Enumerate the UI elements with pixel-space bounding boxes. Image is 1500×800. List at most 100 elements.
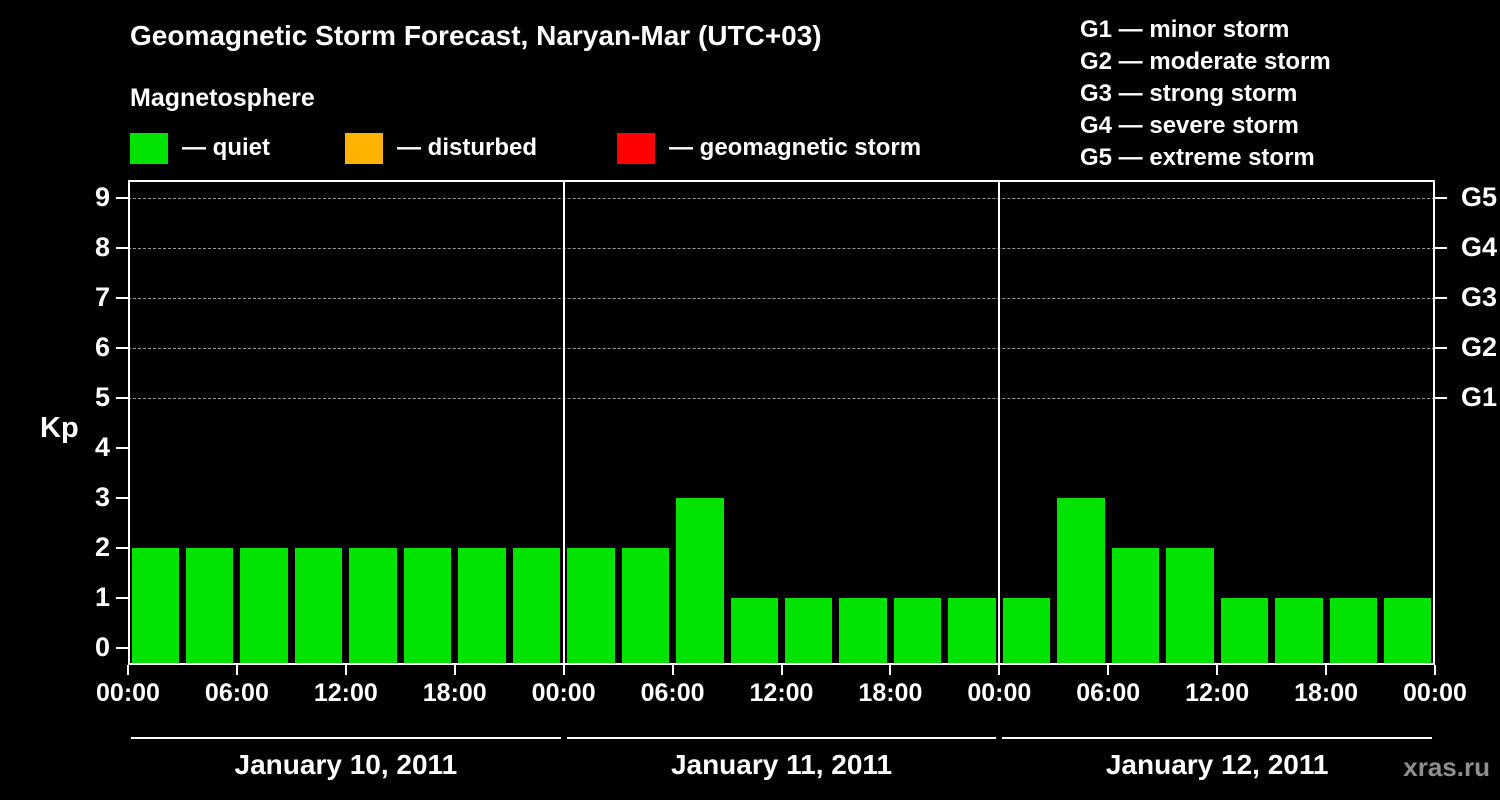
- chart-subtitle: Magnetosphere: [130, 84, 315, 112]
- y-tick-label-7: 7: [94, 282, 110, 312]
- x-tick: [235, 665, 238, 675]
- y-tick-3: [116, 497, 128, 499]
- x-tick-label: 00:00: [967, 679, 1032, 707]
- x-tick-label: 18:00: [858, 679, 923, 707]
- y-tick-4: [116, 447, 128, 449]
- kp-bar: [893, 598, 942, 665]
- gridline-kp7: [128, 297, 1435, 299]
- kp-legend: — quiet — disturbed — geomagnetic storm: [130, 130, 1080, 168]
- x-tick-label: 06:00: [1076, 679, 1141, 707]
- y-tick-label-2: 2: [94, 532, 110, 562]
- kp-bar: [403, 548, 452, 665]
- kp-bar: [1002, 598, 1051, 665]
- kp-bar: [567, 548, 615, 665]
- legend-label-quiet: — quiet: [182, 134, 270, 161]
- kp-bar: [1111, 548, 1160, 665]
- kp-bar: [621, 548, 670, 665]
- date-bracket: [131, 737, 561, 739]
- x-tick-label: 12:00: [313, 679, 378, 707]
- date-bracket: [1002, 737, 1432, 739]
- legend-label-storm: — geomagnetic storm: [669, 134, 922, 161]
- x-tick-label: 06:00: [204, 679, 269, 707]
- g-tick-G3: [1435, 297, 1447, 299]
- kp-bar: [785, 598, 833, 665]
- x-tick: [344, 665, 347, 675]
- x-tick-label: 18:00: [1294, 679, 1359, 707]
- date-bracket: [566, 737, 997, 739]
- day-separator: [562, 180, 565, 665]
- y-tick-2: [116, 547, 128, 549]
- x-tick-label: 00:00: [1403, 679, 1467, 707]
- x-tick: [1107, 665, 1110, 675]
- g-tick-label-G1: G1: [1461, 382, 1498, 412]
- g-tick-G4: [1435, 247, 1447, 249]
- x-tick-label: 12:00: [1185, 679, 1250, 707]
- kp-bar: [349, 548, 397, 665]
- y-tick-label-0: 0: [94, 632, 110, 662]
- x-tick: [889, 665, 892, 675]
- g-tick-label-G2: G2: [1461, 332, 1498, 362]
- y-tick-label-8: 8: [94, 232, 110, 262]
- y-tick-6: [116, 347, 128, 349]
- x-tick-label: 00:00: [531, 679, 596, 707]
- g-tick-label-G3: G3: [1461, 282, 1498, 312]
- x-tick: [780, 665, 783, 675]
- g-tick-G5: [1435, 197, 1447, 199]
- y-axis-label: Kp: [40, 412, 79, 444]
- date-label: January 12, 2011: [1105, 749, 1329, 780]
- x-tick: [453, 665, 456, 675]
- kp-bar: [839, 598, 887, 665]
- x-tick: [1325, 665, 1328, 675]
- kp-bar: [676, 498, 724, 665]
- legend-swatch-quiet: [130, 132, 168, 164]
- kp-bar: [240, 548, 288, 665]
- y-tick-9: [116, 197, 128, 199]
- x-tick: [998, 665, 1001, 675]
- y-tick-1: [116, 597, 128, 599]
- x-tick: [1434, 665, 1436, 675]
- axis-top: [128, 180, 1435, 182]
- y-tick-7: [116, 297, 128, 299]
- gridline-kp8: [128, 247, 1435, 249]
- kp-bar: [185, 548, 234, 665]
- kp-bar: [948, 598, 996, 665]
- storm-scale-line-5: G5 — extreme storm: [1080, 144, 1315, 171]
- storm-scale-line-4: G4 — severe storm: [1080, 112, 1299, 139]
- legend-label-disturbed: — disturbed: [397, 134, 538, 161]
- g-tick-label-G5: G5: [1461, 182, 1498, 212]
- kp-bar: [294, 548, 343, 665]
- axis-bottom: [128, 663, 1435, 665]
- x-tick-label: 12:00: [749, 679, 814, 707]
- kp-bar: [730, 598, 778, 665]
- y-tick-8: [116, 247, 128, 249]
- x-tick-label: 00:00: [96, 679, 160, 707]
- storm-scale-line-1: G1 — minor storm: [1080, 16, 1290, 43]
- y-tick-label-1: 1: [94, 582, 110, 612]
- legend-swatch-storm: [617, 132, 655, 164]
- date-label: January 11, 2011: [670, 749, 893, 780]
- axis-right: [1433, 180, 1435, 665]
- x-tick: [127, 665, 129, 675]
- y-tick-5: [116, 397, 128, 399]
- g-tick-label-G4: G4: [1461, 232, 1498, 262]
- kp-bar: [131, 548, 179, 665]
- gridline-kp6: [128, 347, 1435, 349]
- x-tick: [671, 665, 674, 675]
- legend-item-disturbed: — disturbed: [345, 130, 537, 166]
- storm-scale-line-3: G3 — strong storm: [1080, 80, 1298, 107]
- x-tick-label: 06:00: [640, 679, 705, 707]
- y-tick-label-4: 4: [94, 432, 110, 462]
- kp-bar: [512, 548, 561, 665]
- y-tick-label-9: 9: [94, 182, 110, 212]
- watermark: xras.ru: [1403, 752, 1490, 782]
- y-tick-label-6: 6: [94, 332, 110, 362]
- kp-bar: [1329, 598, 1378, 665]
- chart-title: Geomagnetic Storm Forecast, Naryan-Mar (…: [130, 20, 822, 51]
- kp-bar: [1275, 598, 1323, 665]
- storm-scale-line-2: G2 — moderate storm: [1080, 48, 1331, 75]
- legend-item-storm: — geomagnetic storm: [617, 130, 921, 166]
- day-separator: [998, 180, 1001, 665]
- storm-scale-legend: G1 — minor storm G2 — moderate storm G3 — …: [1080, 14, 1331, 174]
- legend-item-quiet: — quiet: [130, 130, 270, 166]
- g-tick-G1: [1435, 397, 1447, 399]
